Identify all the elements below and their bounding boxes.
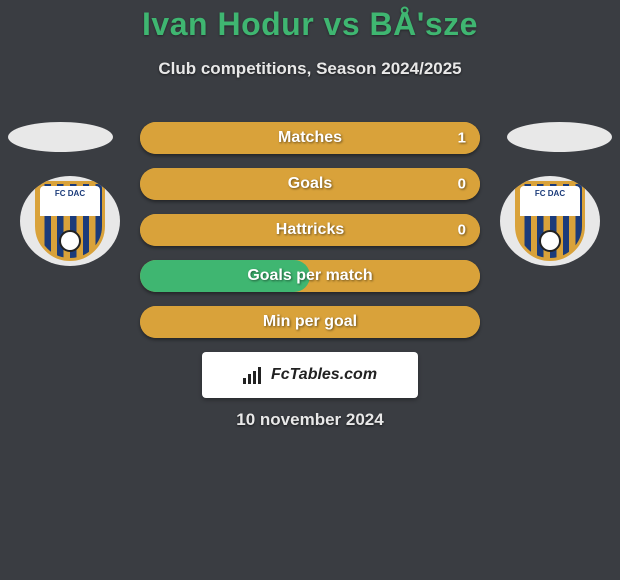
bar-value-player2: 0 [458,222,466,239]
badge-text: FC DAC [38,190,102,198]
player2-ellipse [507,122,612,152]
date-label: 10 november 2024 [0,410,620,430]
player1-ellipse [8,122,113,152]
page-title: Ivan Hodur vs BÅ'sze [0,0,620,43]
player1-club-badge: FC DAC [20,176,120,266]
page-subtitle: Club competitions, Season 2024/2025 [0,59,620,79]
badge-text: FC DAC [518,190,582,198]
bar-value-player2: 1 [458,130,466,147]
stat-bar: Goals 0 [140,168,480,200]
bar-label: Goals [288,175,332,193]
bar-label: Matches [278,129,342,147]
comparison-bars: Matches 1 Goals 0 Hattricks 0 Goals per match M… [140,122,480,352]
bar-chart-icon [243,366,265,384]
stat-bar: Min per goal [140,306,480,338]
stat-bar: Matches 1 [140,122,480,154]
bar-value-player2: 0 [458,176,466,193]
logo-text: FcTables.com [271,366,377,384]
stat-bar: Hattricks 0 [140,214,480,246]
bar-label: Goals per match [247,267,372,285]
player2-club-badge: FC DAC [500,176,600,266]
stat-bar: Goals per match [140,260,480,292]
fctables-logo: FcTables.com [202,352,418,398]
bar-label: Hattricks [276,221,344,239]
bar-label: Min per goal [263,313,357,331]
